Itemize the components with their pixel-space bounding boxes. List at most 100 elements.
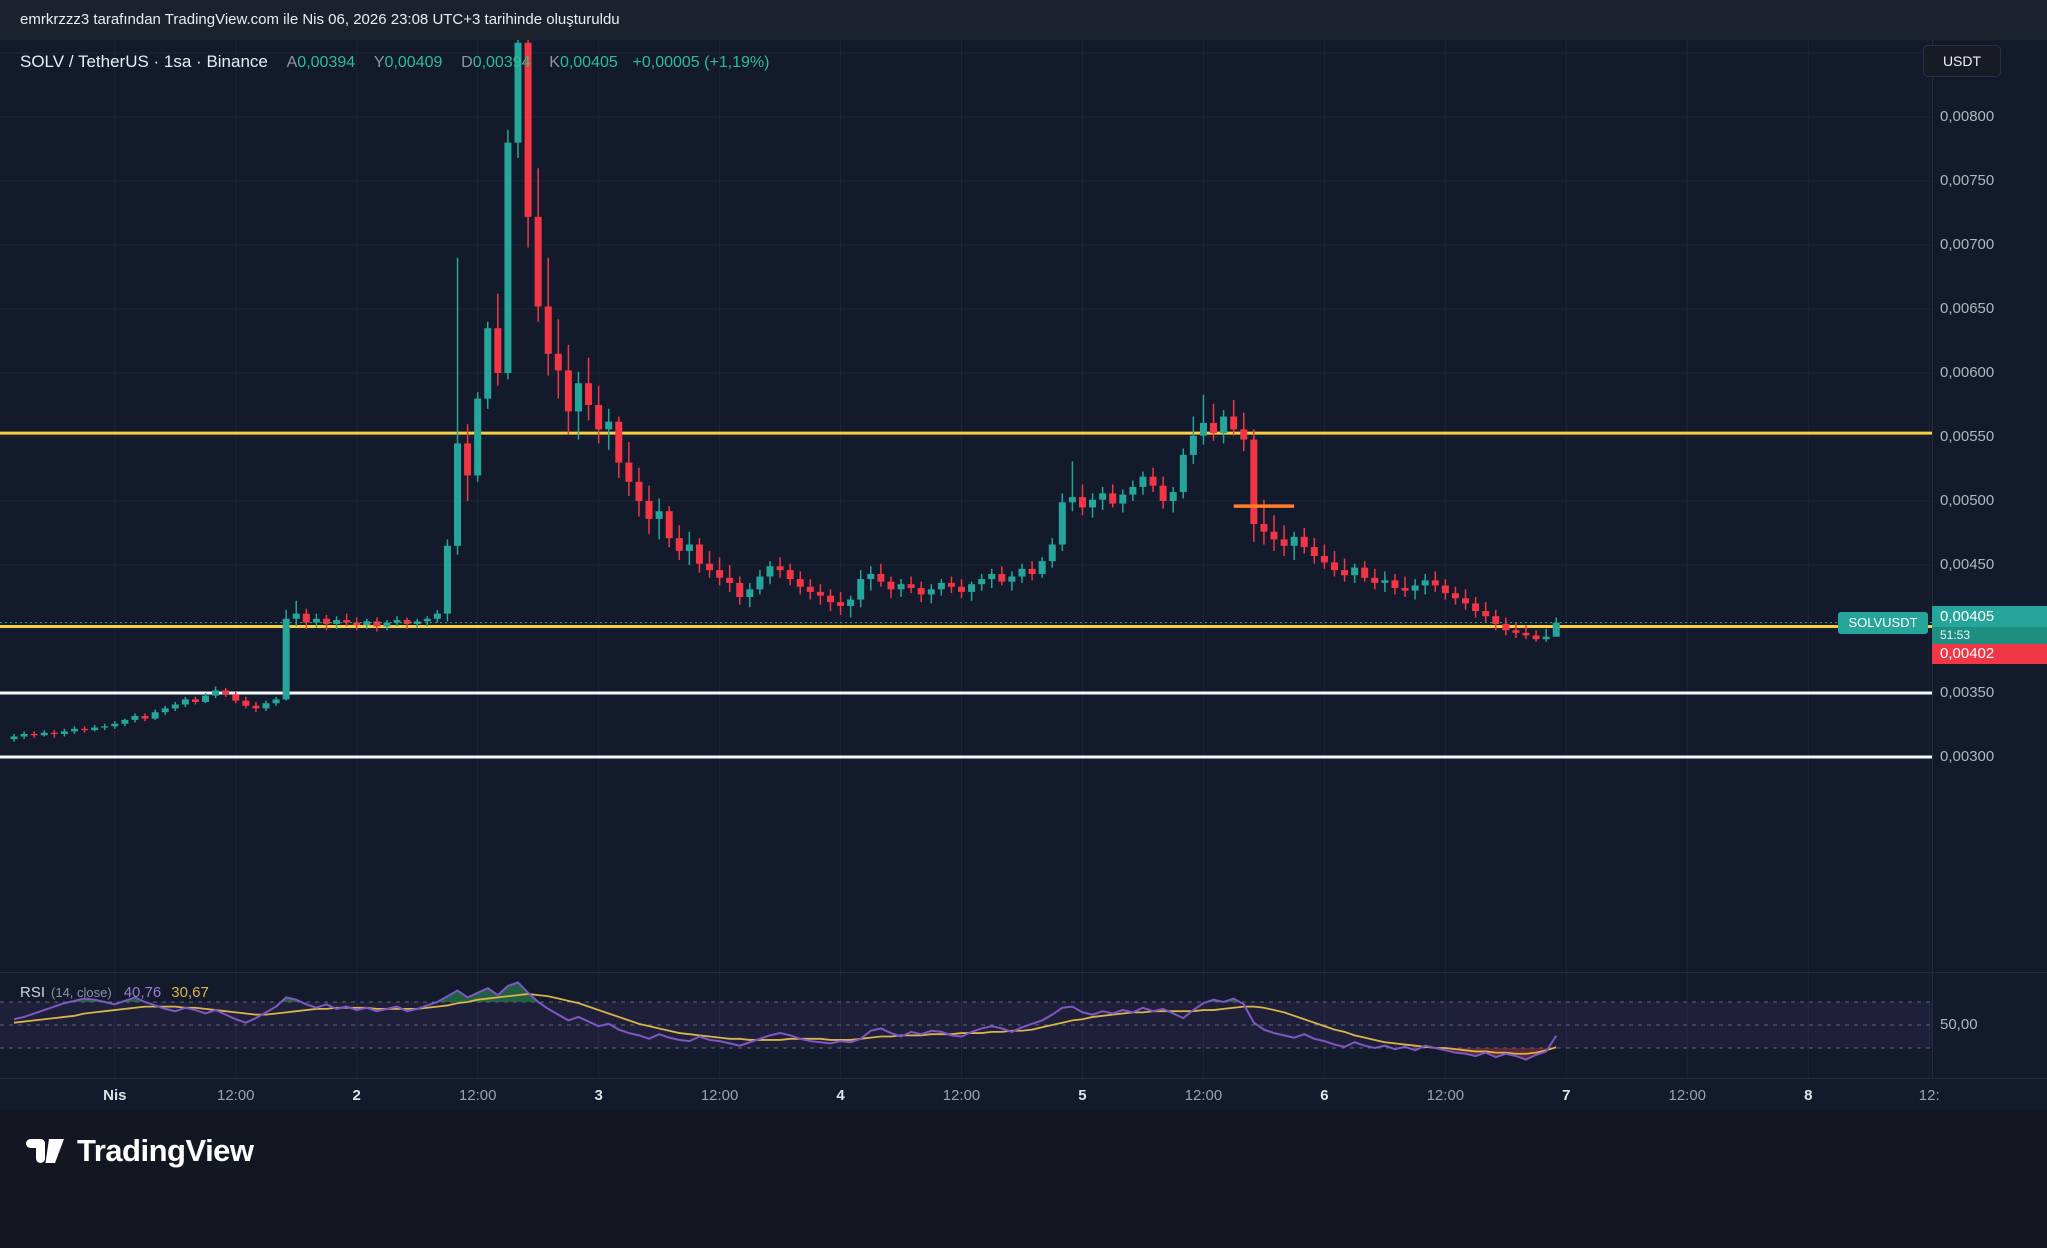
candle[interactable]	[625, 442, 633, 496]
candle[interactable]	[1401, 576, 1409, 597]
candle[interactable]	[1250, 429, 1258, 542]
candle[interactable]	[1290, 531, 1298, 560]
candle[interactable]	[81, 726, 89, 733]
candle[interactable]	[1462, 589, 1470, 610]
candle[interactable]	[605, 408, 613, 450]
candle[interactable]	[10, 733, 18, 742]
candle[interactable]	[191, 696, 199, 705]
candle[interactable]	[464, 424, 472, 501]
candle[interactable]	[242, 696, 250, 709]
candle[interactable]	[363, 618, 371, 629]
candle[interactable]	[1119, 489, 1127, 513]
candle[interactable]	[1018, 563, 1026, 583]
candle[interactable]	[1038, 557, 1046, 578]
candle[interactable]	[776, 557, 784, 578]
candle[interactable]	[1129, 480, 1137, 501]
candle[interactable]	[857, 570, 865, 608]
candle[interactable]	[978, 573, 986, 591]
candle[interactable]	[373, 617, 381, 632]
candle[interactable]	[262, 700, 270, 711]
candle[interactable]	[212, 686, 220, 699]
rsi-pane[interactable]	[0, 972, 1932, 1078]
candle[interactable]	[716, 557, 724, 586]
candle[interactable]	[1381, 571, 1389, 592]
candle[interactable]	[1542, 629, 1550, 642]
candle[interactable]	[1472, 597, 1480, 618]
candle[interactable]	[403, 617, 411, 629]
candle[interactable]	[353, 617, 361, 631]
candle[interactable]	[494, 293, 502, 386]
candle[interactable]	[484, 321, 492, 409]
candle[interactable]	[907, 576, 915, 594]
candle[interactable]	[1109, 484, 1117, 508]
candle[interactable]	[968, 581, 976, 601]
candle[interactable]	[756, 570, 764, 595]
candle[interactable]	[585, 357, 593, 421]
candle[interactable]	[1068, 461, 1076, 512]
candle[interactable]	[1512, 622, 1520, 638]
candle[interactable]	[665, 506, 673, 548]
candle[interactable]	[504, 129, 512, 380]
candle[interactable]	[1179, 448, 1187, 499]
candle[interactable]	[947, 576, 955, 594]
candle[interactable]	[877, 563, 885, 587]
candle[interactable]	[645, 485, 653, 535]
candle[interactable]	[1008, 571, 1016, 591]
candle[interactable]	[70, 726, 78, 734]
price-axis[interactable]: 0,00800 0,00750 0,00700 0,00650 0,00600 0,005…	[1932, 40, 2047, 1078]
candle[interactable]	[181, 696, 189, 708]
candle[interactable]	[202, 693, 210, 704]
candle[interactable]	[958, 579, 966, 599]
candle[interactable]	[1058, 493, 1066, 551]
candle[interactable]	[867, 566, 875, 591]
candle[interactable]	[988, 568, 996, 589]
candle[interactable]	[20, 731, 28, 740]
candle[interactable]	[1310, 538, 1318, 564]
rsi-ma-line[interactable]	[13, 993, 1557, 1055]
candle[interactable]	[796, 571, 804, 595]
candle[interactable]	[1169, 486, 1177, 513]
candle[interactable]	[1189, 416, 1197, 464]
candle[interactable]	[837, 591, 845, 615]
candle[interactable]	[222, 687, 230, 697]
candle[interactable]	[1411, 579, 1419, 600]
candle[interactable]	[897, 579, 905, 597]
candle[interactable]	[1210, 403, 1218, 441]
candle[interactable]	[1532, 630, 1540, 642]
candle[interactable]	[887, 576, 895, 599]
candle[interactable]	[312, 613, 320, 628]
candle[interactable]	[736, 576, 744, 605]
candle[interactable]	[101, 723, 109, 731]
candle[interactable]	[534, 168, 542, 322]
chart-area[interactable]: SOLV / TetherUS · 1sa · Binance A0,00394…	[0, 40, 2047, 1110]
pane-separator[interactable]	[0, 972, 2047, 973]
candle[interactable]	[141, 713, 149, 722]
candle[interactable]	[1371, 568, 1379, 590]
candle[interactable]	[574, 371, 582, 440]
candle[interactable]	[1351, 563, 1359, 583]
candle[interactable]	[1492, 609, 1500, 631]
candle[interactable]	[413, 618, 421, 628]
currency-toggle-button[interactable]: USDT	[1923, 45, 2001, 77]
candle[interactable]	[564, 344, 572, 435]
candle[interactable]	[1320, 544, 1328, 569]
candle[interactable]	[766, 561, 774, 585]
candle[interactable]	[706, 550, 714, 578]
candle[interactable]	[1028, 561, 1036, 581]
candle[interactable]	[927, 584, 935, 604]
candle[interactable]	[393, 616, 401, 627]
candle[interactable]	[1149, 467, 1157, 493]
candle[interactable]	[998, 566, 1006, 586]
candle[interactable]	[272, 696, 280, 706]
candle[interactable]	[423, 616, 431, 627]
candle[interactable]	[1048, 538, 1056, 568]
candle[interactable]	[454, 257, 462, 555]
candle[interactable]	[151, 709, 159, 720]
candle[interactable]	[302, 608, 310, 629]
candle[interactable]	[675, 525, 683, 560]
candle[interactable]	[60, 728, 68, 737]
candle[interactable]	[433, 609, 441, 623]
candle[interactable]	[1391, 573, 1399, 595]
candle[interactable]	[816, 584, 824, 605]
candle[interactable]	[30, 731, 38, 738]
